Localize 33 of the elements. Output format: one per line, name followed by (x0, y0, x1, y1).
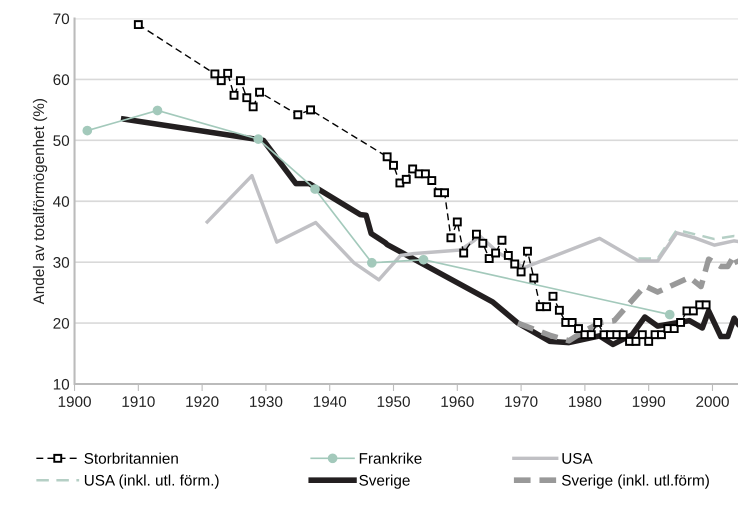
y-tick-label: 50 (53, 135, 70, 146)
point (366, 258, 377, 268)
point (664, 310, 675, 320)
y-axis-title: Andel av totalförmögenhet (%) (32, 99, 48, 304)
y-tick-label: 20 (53, 318, 70, 329)
x-tick-label: 1940 (314, 396, 346, 408)
x-tick-label: 1990 (632, 396, 666, 408)
x-tick-label: 1900 (58, 396, 91, 408)
x-tick-label: 1960 (441, 396, 474, 408)
x-tick-label: 1910 (122, 396, 155, 408)
point (253, 134, 264, 144)
x-tick-label: 1930 (250, 396, 282, 408)
legend-label: Frankrike (360, 452, 422, 464)
legend-label: USA (inkl. utl. förm.) (84, 474, 219, 489)
legend-label: USA (562, 453, 593, 464)
legend-label: Sverige (inkl. utl.förm) (562, 474, 709, 489)
y-tick-label: 10 (54, 378, 70, 390)
point (310, 184, 320, 194)
x-tick-label: 1920 (186, 396, 219, 408)
y-tick-label: 30 (53, 257, 70, 268)
x-tick-label: 1980 (569, 396, 602, 408)
point (82, 126, 92, 136)
y-tick-label: 70 (53, 13, 70, 24)
x-tick-label: 2000 (696, 396, 729, 408)
x-tick-label: 1970 (505, 396, 538, 408)
legend-label: Sverige (359, 474, 410, 489)
point (152, 106, 162, 116)
line-series (205, 174, 738, 282)
y-tick-label: 60 (53, 74, 70, 86)
x-tick-label: 1950 (378, 396, 410, 408)
y-tick-label: 40 (53, 196, 70, 207)
legend-label: Storbritannien (84, 452, 178, 464)
point (418, 254, 428, 265)
